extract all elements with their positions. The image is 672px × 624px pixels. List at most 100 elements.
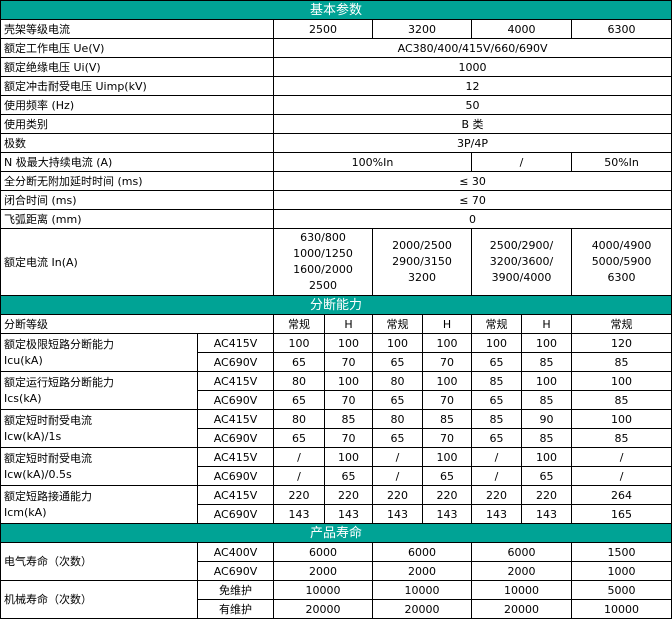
breaking-value: 85 [521, 390, 572, 410]
breaking-value: / [570, 447, 672, 467]
param-label: 闭合时间 (ms) [0, 190, 274, 210]
breaking-value: 220 [471, 485, 522, 505]
voltage-label: AC690V [197, 352, 274, 372]
breaking-value: 143 [324, 504, 373, 524]
life-value: 6000 [372, 542, 472, 562]
voltage-label: AC415V [197, 447, 274, 467]
breaking-value: 100 [273, 333, 325, 353]
param-value: AC380/400/415V/660/690V [272, 38, 672, 58]
life-value: 10000 [372, 580, 472, 600]
param-label: 使用频率 (Hz) [0, 95, 274, 115]
breaking-row: 额定短时耐受电流 Icw(kA)/0.5s AC415V/100/100/100/ [0, 447, 672, 486]
life-row: 有维护 20000 20000 20000 10000 [1, 599, 672, 619]
breaking-value: 65 [273, 352, 325, 372]
breaking-value: 65 [372, 390, 423, 410]
breaking-value: 80 [372, 371, 423, 391]
breaking-value: 65 [273, 390, 325, 410]
breaking-value: 85 [521, 352, 572, 372]
breaking-value: 220 [372, 485, 423, 505]
breaking-value: 100 [422, 447, 472, 467]
breaking-value: 220 [422, 485, 472, 505]
breaking-value: 220 [521, 485, 572, 505]
breaking-value: 65 [471, 390, 522, 410]
life-value: 20000 [372, 599, 472, 619]
life-value: 10000 [471, 580, 572, 600]
breaking-value: 65 [324, 466, 373, 486]
breaking-row: 额定极限短路分断能力 Icu(kA) AC415V 100 100 100 100 100 1… [0, 333, 672, 372]
breaking-param-label: 额定短时耐受电流 Icw(kA)/0.5s [0, 447, 198, 486]
condition-label: 免维护 [197, 580, 274, 600]
breaking-value: 100 [324, 447, 373, 467]
basic-row: 额定冲击耐受电压 Uimp(kV) 12 [0, 76, 672, 96]
life-value: 1000 [570, 561, 672, 581]
section-title: 分断能力 [0, 295, 672, 315]
param-value: 4000 [471, 19, 572, 39]
breaking-value: 90 [521, 409, 572, 429]
basic-row: 飞弧距离 (mm) 0 [0, 209, 672, 229]
param-label: 飞弧距离 (mm) [0, 209, 274, 229]
voltage-label: AC415V [197, 485, 274, 505]
condition-label: 有维护 [197, 599, 274, 619]
breaking-value: 143 [273, 504, 325, 524]
param-value: ≤ 70 [272, 190, 672, 210]
grade-header: 常规 [471, 314, 522, 334]
breaking-value: 100 [324, 371, 373, 391]
breaking-value: / [570, 466, 672, 486]
breaking-value: 85 [471, 371, 522, 391]
voltage-label: AC690V [197, 504, 274, 524]
life-label: 电气寿命（次数） [0, 542, 198, 581]
breaking-value: 70 [324, 352, 373, 372]
breaking-row: AC690V 65 70 65 70 65 85 85 [1, 428, 672, 448]
breaking-value: 143 [372, 504, 423, 524]
breaking-value: 85 [521, 428, 572, 448]
grade-header: H [422, 314, 472, 334]
breaking-value: 70 [422, 352, 472, 372]
life-value: 20000 [471, 599, 572, 619]
param-label: 使用类别 [0, 114, 274, 134]
breaking-value: 85 [422, 409, 472, 429]
breaking-param-label: 额定短时耐受电流 Icw(kA)/1s [0, 409, 198, 448]
breaking-value: / [471, 447, 522, 467]
grade-header: H [324, 314, 373, 334]
param-value: 3P/4P [272, 133, 672, 153]
basic-row: 极数 3P/4P [0, 133, 672, 153]
breaking-value: 65 [471, 352, 522, 372]
param-value: 2000/2500 2900/3150 3200 [372, 228, 472, 296]
breaking-param-label: 额定短路接通能力 Icm(kA) [0, 485, 198, 524]
breaking-value: 85 [471, 409, 522, 429]
breaking-row: AC690V/65/65/65/ [1, 466, 672, 486]
basic-row: 使用类别 B 类 [0, 114, 672, 134]
condition-label: AC400V [197, 542, 274, 562]
basic-row: 额定绝缘电压 Ui(V) 1000 [0, 57, 672, 77]
param-value: ≤ 30 [272, 171, 672, 191]
param-value: / [471, 152, 572, 172]
param-value: 0 [272, 209, 672, 229]
life-value: 6000 [471, 542, 572, 562]
section-title: 基本参数 [0, 0, 672, 20]
breaking-value: / [372, 466, 423, 486]
section-header-life: 产品寿命 [0, 523, 672, 543]
life-value: 10000 [273, 580, 373, 600]
param-value: 3200 [372, 19, 472, 39]
life-value: 1500 [570, 542, 672, 562]
breaking-value: 65 [273, 428, 325, 448]
breaking-value: 100 [372, 333, 423, 353]
voltage-label: AC690V [197, 466, 274, 486]
basic-row: 额定电流 In(A) 630/800 1000/1250 1600/2000 25… [0, 228, 672, 296]
breaking-row: AC690V 65 70 65 70 65 85 85 [1, 352, 672, 372]
breaking-value: 85 [570, 390, 672, 410]
breaking-value: 165 [570, 504, 672, 524]
breaking-value: 264 [570, 485, 672, 505]
grade-label: 分断等级 [0, 314, 274, 334]
breaking-value: 85 [324, 409, 373, 429]
life-row: 机械寿命（次数） 免维护 10000 10000 10000 5000 [0, 580, 672, 619]
param-label: 极数 [0, 133, 274, 153]
param-label: 额定冲击耐受电压 Uimp(kV) [0, 76, 274, 96]
breaking-value: 80 [273, 409, 325, 429]
breaking-value: 100 [471, 333, 522, 353]
life-value: 10000 [570, 599, 672, 619]
breaking-value: 70 [324, 428, 373, 448]
breaking-value: 100 [570, 371, 672, 391]
basic-row: N 极最大持续电流 (A) 100%In/50%In [0, 152, 672, 172]
param-value: 630/800 1000/1250 1600/2000 2500 [273, 228, 373, 296]
